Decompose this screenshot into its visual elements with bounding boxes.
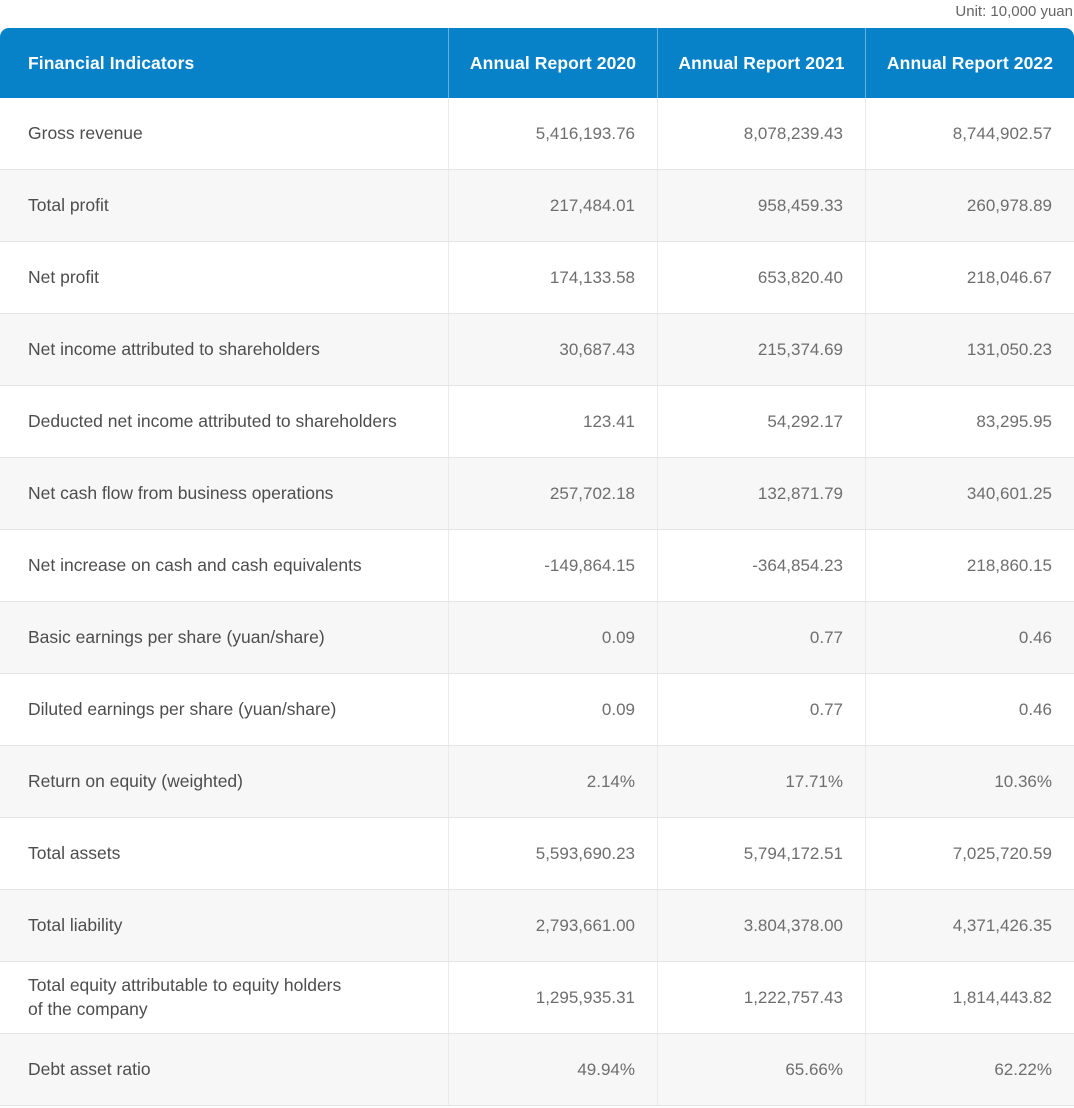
table-row: Debt asset ratio 49.94% 65.66% 62.22% [0,1034,1074,1106]
row-value-2022: 10.36% [865,746,1074,817]
row-value-2021: 17.71% [657,746,865,817]
row-label: Net income attributed to shareholders [28,338,320,359]
table-row: Net increase on cash and cash equivalent… [0,530,1074,602]
row-value-2021: -364,854.23 [657,530,865,601]
row-value-2020: 49.94% [448,1034,657,1105]
row-label: Net increase on cash and cash equivalent… [28,554,362,575]
row-label: Total equity attributable to equity hold… [28,975,342,1019]
row-value-2022: 260,978.89 [865,170,1074,241]
row-value-2021: 132,871.79 [657,458,865,529]
row-value-2022: 218,046.67 [865,242,1074,313]
row-label: Gross revenue [28,122,143,143]
row-value-2020: 1,295,935.31 [448,962,657,1033]
row-value-2020: 0.09 [448,602,657,673]
row-value-2022: 83,295.95 [865,386,1074,457]
table-row: Diluted earnings per share (yuan/share) 0… [0,674,1074,746]
financial-indicators-table: Financial Indicators Annual Report 2020 … [0,28,1074,1106]
row-value-2022: 4,371,426.35 [865,890,1074,961]
column-header-annual-report-2020: Annual Report 2020 [448,28,657,98]
row-value-2021: 3.804,378.00 [657,890,865,961]
row-label: Return on equity (weighted) [28,770,243,791]
table-row: Basic earnings per share (yuan/share) 0.0… [0,602,1074,674]
row-value-2022: 1,814,443.82 [865,962,1074,1033]
row-value-2020: 30,687.43 [448,314,657,385]
row-value-2021: 0.77 [657,602,865,673]
row-value-2021: 65.66% [657,1034,865,1105]
row-value-2021: 958,459.33 [657,170,865,241]
row-value-2022: 7,025,720.59 [865,818,1074,889]
row-value-2021: 215,374.69 [657,314,865,385]
row-value-2020: 0.09 [448,674,657,745]
row-value-2022: 62.22% [865,1034,1074,1105]
row-value-2022: 8,744,902.57 [865,98,1074,169]
row-label: Total assets [28,842,121,863]
row-label: Total profit [28,194,109,215]
row-value-2020: 2,793,661.00 [448,890,657,961]
table-row: Total assets 5,593,690.23 5,794,172.51 7,02… [0,818,1074,890]
row-label: Net cash flow from business operations [28,482,334,503]
row-value-2021: 5,794,172.51 [657,818,865,889]
table-row: Deducted net income attributed to shareh… [0,386,1074,458]
row-label: Diluted earnings per share (yuan/share) [28,698,337,719]
row-value-2022: 0.46 [865,674,1074,745]
table-row: Net profit 174,133.58 653,820.40 218,046.67 [0,242,1074,314]
table-row: Net cash flow from business operations 25… [0,458,1074,530]
row-value-2022: 340,601.25 [865,458,1074,529]
row-value-2022: 0.46 [865,602,1074,673]
row-value-2022: 131,050.23 [865,314,1074,385]
table-row: Return on equity (weighted) 2.14% 17.71% 10… [0,746,1074,818]
row-label: Debt asset ratio [28,1058,151,1079]
row-value-2020: 2.14% [448,746,657,817]
table-row: Total profit 217,484.01 958,459.33 260,978.… [0,170,1074,242]
column-header-annual-report-2022: Annual Report 2022 [865,28,1074,98]
row-value-2021: 8,078,239.43 [657,98,865,169]
row-value-2020: 174,133.58 [448,242,657,313]
row-value-2022: 218,860.15 [865,530,1074,601]
row-value-2021: 0.77 [657,674,865,745]
column-header-financial-indicators: Financial Indicators [28,52,195,73]
table-row: Net income attributed to shareholders 30,… [0,314,1074,386]
row-label: Total liability [28,914,123,935]
row-value-2020: 5,593,690.23 [448,818,657,889]
row-value-2021: 54,292.17 [657,386,865,457]
row-value-2021: 653,820.40 [657,242,865,313]
row-value-2021: 1,222,757.43 [657,962,865,1033]
unit-label: Unit: 10,000 yuan [955,3,1073,20]
row-value-2020: 257,702.18 [448,458,657,529]
row-label: Deducted net income attributed to shareh… [28,410,397,431]
column-header-annual-report-2021: Annual Report 2021 [657,28,865,98]
table-row: Total liability 2,793,661.00 3.804,378.00 4… [0,890,1074,962]
row-value-2020: 5,416,193.76 [448,98,657,169]
table-body: Gross revenue 5,416,193.76 8,078,239.43 8,7… [0,98,1074,1106]
unit-row: Unit: 10,000 yuan [0,0,1074,28]
row-label: Net profit [28,266,99,287]
row-value-2020: 123.41 [448,386,657,457]
row-label: Basic earnings per share (yuan/share) [28,626,325,647]
table-row: Gross revenue 5,416,193.76 8,078,239.43 8,7… [0,98,1074,170]
table-header-row: Financial Indicators Annual Report 2020 … [0,28,1074,98]
row-value-2020: -149,864.15 [448,530,657,601]
row-value-2020: 217,484.01 [448,170,657,241]
table-row: Total equity attributable to equity hold… [0,962,1074,1034]
